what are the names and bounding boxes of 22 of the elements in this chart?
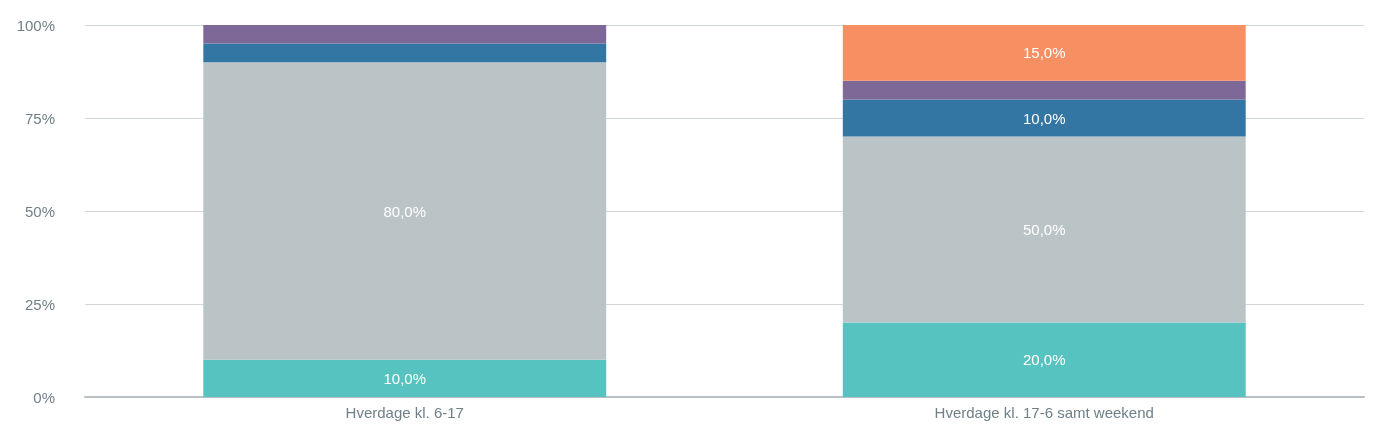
data-label: 50,0%	[1022, 221, 1066, 239]
bar	[203, 25, 607, 44]
y-tick-label: 0%	[33, 388, 55, 406]
bar	[842, 322, 1246, 397]
y-tick-label: 100%	[16, 16, 55, 34]
data-label: 20,0%	[1022, 351, 1066, 369]
x-tick-label: Hverdage kl. 6-17	[345, 404, 464, 421]
bar	[203, 43, 607, 63]
bar	[203, 62, 607, 360]
data-label: 10,0%	[383, 369, 427, 387]
bar	[842, 80, 1246, 100]
bar	[203, 359, 607, 397]
data-label: 80,0%	[383, 202, 427, 220]
x-tick-label: Hverdage kl. 17-6 samt weekend	[934, 404, 1154, 421]
y-tick-label: 25%	[24, 295, 55, 313]
y-tick-label: 50%	[24, 202, 55, 220]
y-tick-label: 75%	[24, 109, 55, 127]
bar	[842, 25, 1246, 81]
data-label: 10,0%	[1022, 109, 1066, 127]
bar	[842, 99, 1246, 137]
data-label: 15,0%	[1022, 44, 1066, 62]
bar	[842, 136, 1246, 323]
